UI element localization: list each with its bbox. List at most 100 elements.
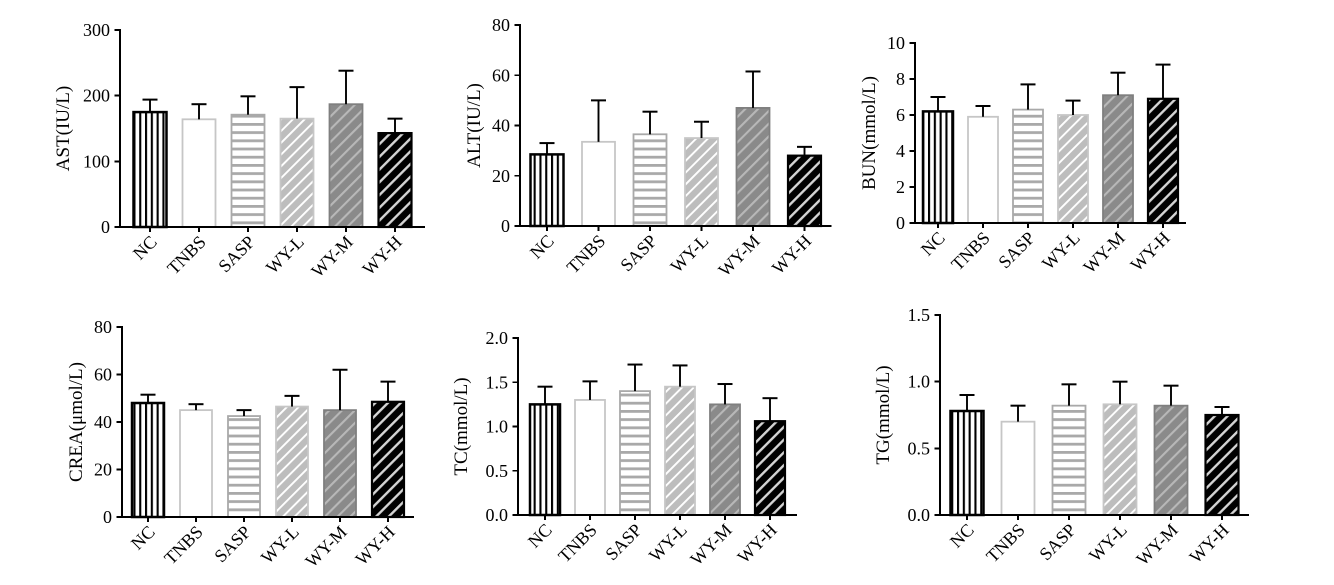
error-bar-wy-h (762, 397, 778, 422)
x-tick-label: WY-M (307, 232, 356, 281)
error-bar-wy-l (284, 394, 300, 407)
error-bar-wy-m (717, 383, 733, 405)
bar-wy-h (1146, 97, 1180, 225)
bar-wy-h (377, 131, 413, 229)
bar-sasp (619, 390, 651, 516)
x-tick-label: WY-M (714, 231, 763, 280)
y-tick-label: 1.5 (486, 372, 509, 392)
y-axis-label: BUN(mmol/L) (859, 76, 880, 190)
error-bar-wy-l (1112, 380, 1128, 405)
bar-sasp (227, 415, 261, 518)
error-bar-wy-l (289, 86, 305, 119)
bar-nc (529, 153, 565, 228)
y-tick-label: 0 (103, 507, 112, 527)
bar-wy-h (370, 400, 406, 519)
error-bar-tnbs (188, 403, 204, 411)
x-tick-label: NC (524, 520, 556, 552)
error-bar-tnbs (975, 105, 991, 117)
y-tick-label: 2 (896, 177, 905, 197)
y-tick-label: 0 (896, 213, 905, 233)
error-bar-nc (142, 98, 158, 113)
x-tick-label: TNBS (947, 228, 994, 275)
y-tick-label: 0 (501, 216, 510, 236)
y-tick-label: 100 (83, 151, 110, 171)
bar-wy-h (1204, 413, 1240, 517)
error-bar-wy-m (1110, 71, 1126, 96)
y-tick-label: 60 (94, 365, 112, 385)
x-tick-label: WY-L (257, 522, 303, 568)
x-tick-label: WY-M (301, 522, 350, 571)
x-tick-label: TNBS (563, 231, 610, 278)
error-bar-nc (930, 96, 946, 112)
error-bar-wy-m (745, 70, 761, 108)
x-tick-label: WY-M (1079, 228, 1128, 277)
x-tick-label: WY-H (351, 522, 398, 569)
x-tick-label: WY-H (358, 232, 405, 279)
bar-wy-l (279, 117, 315, 228)
bar-tnbs (574, 399, 606, 516)
chart-alt: 0 20 40 60 80 ALT(IU/L) NC TNBS SASP WY-L WY-M WY-H (464, 15, 832, 280)
bar-nc (132, 110, 168, 229)
x-tick-label: WY-M (686, 520, 735, 569)
bar-wy-m (1102, 94, 1134, 224)
x-tick-label: SASP (1035, 520, 1080, 565)
bar-wy-m (735, 107, 771, 227)
y-tick-label: 60 (492, 65, 510, 85)
y-axis-label: TG(mmol/L) (873, 365, 894, 464)
bar-wy-m (323, 409, 357, 518)
y-tick-label: 1.5 (908, 305, 931, 325)
x-tick-label: WY-L (1038, 228, 1084, 274)
y-tick-label: 10 (887, 33, 905, 53)
error-bar-tnbs (1010, 404, 1026, 422)
x-tick-label: WY-H (768, 231, 815, 278)
error-bar-tnbs (191, 103, 207, 120)
bar-wy-h (753, 420, 787, 517)
bar-sasp (230, 113, 266, 228)
bar-tnbs (967, 115, 999, 224)
x-tick-label: WY-L (262, 232, 308, 278)
bar-sasp (1012, 108, 1044, 224)
x-tick-label: NC (526, 231, 558, 263)
y-axis-label: AST(IU/L) (53, 86, 74, 171)
y-axis-label: ALT(IU/L) (464, 83, 485, 168)
y-tick-label: 80 (94, 317, 112, 337)
bar-tnbs (1000, 420, 1036, 516)
error-bar-wy-m (338, 69, 354, 105)
error-bar-nc (537, 385, 553, 405)
error-bar-wy-l (672, 364, 688, 387)
x-tick-label: TNBS (554, 520, 601, 567)
y-tick-label: 0.0 (486, 505, 509, 525)
x-tick-label: SASP (994, 228, 1039, 273)
error-bar-wy-m (1163, 384, 1179, 406)
x-tick-label: NC (129, 232, 161, 264)
error-bar-wy-h (380, 380, 396, 402)
y-tick-label: 40 (492, 116, 510, 136)
y-tick-label: 4 (896, 141, 905, 161)
y-tick-label: 0 (101, 217, 110, 237)
x-tick-label: TNBS (982, 520, 1029, 567)
error-bar-wy-h (387, 117, 403, 134)
bar-wy-l (1057, 114, 1089, 224)
bar-wy-m (1153, 404, 1189, 516)
x-tick-label: WY-M (1132, 520, 1181, 569)
y-tick-label: 0.0 (908, 505, 931, 525)
error-bar-sasp (240, 95, 256, 115)
y-tick-label: 2.0 (486, 328, 509, 348)
x-tick-label: SASP (214, 232, 259, 277)
error-bar-wy-l (694, 120, 709, 139)
error-bar-wy-h (1214, 406, 1230, 415)
bar-tnbs (179, 409, 213, 518)
y-tick-label: 6 (896, 105, 905, 125)
bar-nc (949, 409, 985, 517)
y-tick-label: 300 (83, 20, 110, 40)
error-bar-nc (539, 142, 555, 155)
error-bar-sasp (236, 409, 252, 417)
y-tick-label: 1.0 (486, 417, 509, 437)
bar-nc (921, 110, 955, 225)
x-tick-label: WY-H (1185, 520, 1232, 567)
error-bar-sasp (1061, 383, 1077, 406)
error-bar-tnbs (591, 99, 606, 142)
